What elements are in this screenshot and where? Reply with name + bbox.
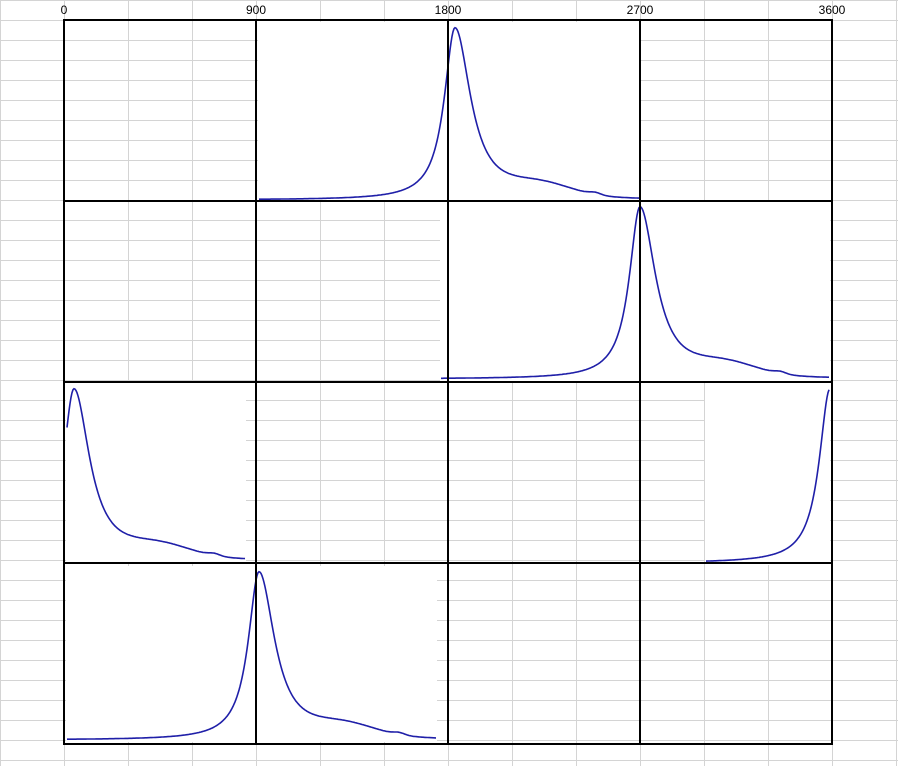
peak-curve	[706, 389, 830, 562]
axis-label: 1800	[435, 3, 462, 17]
chart-image-background	[66, 383, 246, 563]
axis-label: 3600	[819, 3, 846, 17]
axis-label: 900	[246, 3, 266, 17]
axis-label: 2700	[627, 3, 654, 17]
peak-curve	[441, 205, 829, 380]
axis-label: 0	[61, 3, 68, 17]
chart-image-background	[66, 566, 437, 742]
peak-curve	[66, 387, 246, 560]
peak-curve	[67, 570, 436, 740]
chart-image-background	[705, 383, 830, 565]
